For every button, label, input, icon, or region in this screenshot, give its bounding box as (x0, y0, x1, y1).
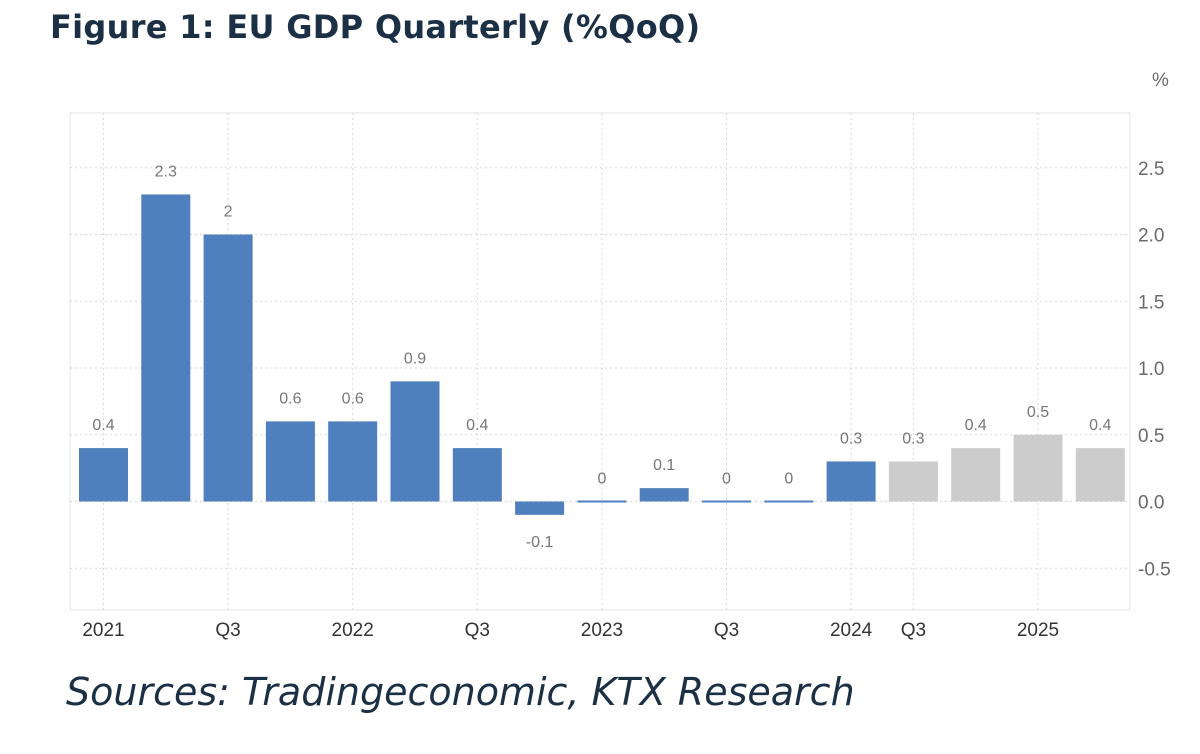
bar (452, 448, 502, 502)
data-label: 0.4 (92, 417, 114, 434)
forecast-bar (888, 461, 938, 502)
y-unit-label: % (1152, 70, 1169, 91)
data-labels: 0.4 2.3 2 0.6 0.6 0.9 0.4 -0.1 0 0.1 0 0 0.3 0.3 0.4 0.… (92, 163, 1111, 550)
bar (764, 500, 814, 503)
x-tick-label: 2023 (581, 620, 623, 641)
forecast-bar (1075, 448, 1125, 502)
bar (265, 421, 315, 502)
x-tick-label: Q3 (215, 620, 240, 641)
x-tick-label: 2024 (830, 620, 873, 641)
data-label: 0.4 (1089, 417, 1111, 434)
bar (141, 194, 191, 502)
y-tick-label: 0.5 (1138, 426, 1164, 447)
bar (203, 234, 253, 502)
chart-title: Figure 1: EU GDP Quarterly (%QoQ) (50, 8, 701, 46)
data-label: 0 (722, 471, 731, 488)
forecast-bar (1013, 434, 1063, 502)
data-label: 0.1 (653, 457, 675, 474)
data-label: 0.5 (1027, 404, 1049, 421)
data-label: 2 (224, 204, 233, 221)
data-label: 0 (784, 471, 793, 488)
data-label: 0.6 (279, 390, 301, 407)
data-label: 0.9 (404, 350, 426, 367)
x-tick-label: Q3 (465, 620, 490, 641)
bar (328, 421, 378, 502)
source-note: Sources: Tradingeconomic, KTX Research (66, 670, 855, 714)
x-tick-label: 2022 (332, 620, 374, 641)
bar (79, 448, 128, 502)
x-tick-label: Q3 (714, 620, 739, 641)
bars (79, 194, 1125, 515)
forecast-bar (951, 448, 1001, 502)
y-tick-label: -0.5 (1138, 559, 1171, 580)
x-tick-label: 2025 (1017, 620, 1059, 641)
y-tick-label: 0.0 (1138, 493, 1164, 514)
data-label: 0.4 (965, 417, 987, 434)
y-tick-label: 1.0 (1138, 359, 1164, 380)
bar (639, 488, 689, 502)
data-label: 2.3 (155, 163, 177, 180)
y-axis: -0.5 0.0 0.5 1.0 1.5 2.0 2.5 (1138, 159, 1171, 581)
bar (515, 501, 565, 515)
bar (577, 500, 627, 503)
bar (390, 381, 440, 502)
x-tick-label: 2021 (82, 620, 124, 641)
y-tick-label: 1.5 (1138, 292, 1164, 313)
data-label: 0.6 (342, 390, 364, 407)
x-axis: 2021 Q3 2022 Q3 2023 Q3 2024 Q3 2025 (82, 620, 1059, 641)
x-tick-label: Q3 (901, 620, 926, 641)
data-label: 0.4 (466, 417, 488, 434)
y-tick-label: 2.0 (1138, 226, 1164, 247)
data-label: 0 (597, 471, 606, 488)
bar (826, 461, 876, 502)
bar (702, 500, 751, 503)
data-label: 0.3 (840, 430, 862, 447)
data-label: -0.1 (526, 534, 554, 551)
y-tick-label: 2.5 (1138, 159, 1164, 180)
data-label: 0.3 (902, 430, 924, 447)
